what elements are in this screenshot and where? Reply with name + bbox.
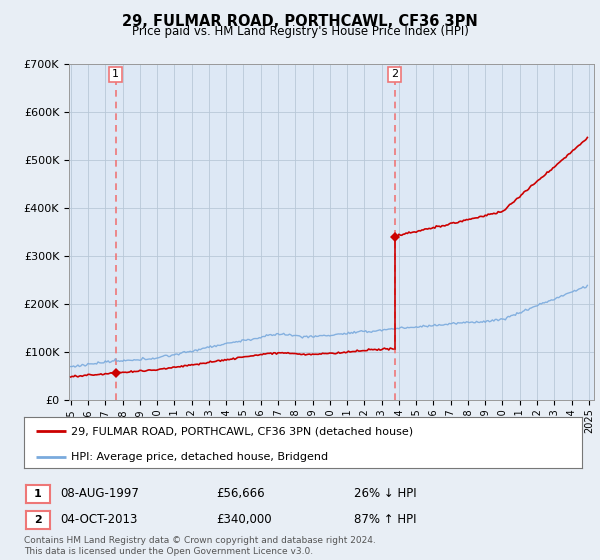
Text: Price paid vs. HM Land Registry's House Price Index (HPI): Price paid vs. HM Land Registry's House … [131, 25, 469, 38]
Text: 29, FULMAR ROAD, PORTHCAWL, CF36 3PN (detached house): 29, FULMAR ROAD, PORTHCAWL, CF36 3PN (de… [71, 426, 413, 436]
Text: 04-OCT-2013: 04-OCT-2013 [60, 513, 137, 526]
Text: 26% ↓ HPI: 26% ↓ HPI [354, 487, 416, 501]
Text: 29, FULMAR ROAD, PORTHCAWL, CF36 3PN: 29, FULMAR ROAD, PORTHCAWL, CF36 3PN [122, 14, 478, 29]
Text: 1: 1 [34, 489, 41, 499]
Text: 08-AUG-1997: 08-AUG-1997 [60, 487, 139, 501]
Text: £56,666: £56,666 [216, 487, 265, 501]
Text: Contains HM Land Registry data © Crown copyright and database right 2024.
This d: Contains HM Land Registry data © Crown c… [24, 536, 376, 556]
Text: 2: 2 [391, 69, 398, 80]
Text: 1: 1 [112, 69, 119, 80]
Text: 2: 2 [34, 515, 41, 525]
Text: 87% ↑ HPI: 87% ↑ HPI [354, 513, 416, 526]
Text: £340,000: £340,000 [216, 513, 272, 526]
Text: HPI: Average price, detached house, Bridgend: HPI: Average price, detached house, Brid… [71, 451, 329, 461]
